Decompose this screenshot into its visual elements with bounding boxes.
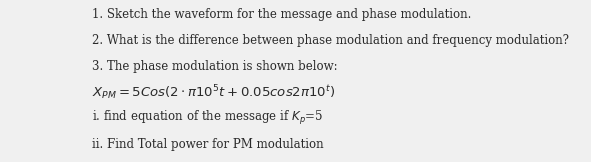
Text: i. find equation of the message if $K_p$=5: i. find equation of the message if $K_p$… — [92, 109, 323, 127]
Text: 2. What is the difference between phase modulation and frequency modulation?: 2. What is the difference between phase … — [92, 34, 569, 47]
Text: $X_{PM} = 5Cos(2 \cdot \pi 10^5 t + 0.05cos2\pi 10^t)$: $X_{PM} = 5Cos(2 \cdot \pi 10^5 t + 0.05… — [92, 83, 335, 102]
Text: 1. Sketch the waveform for the message and phase modulation.: 1. Sketch the waveform for the message a… — [92, 8, 471, 21]
Text: 3. The phase modulation is shown below:: 3. The phase modulation is shown below: — [92, 60, 337, 73]
Text: ii. Find Total power for PM modulation: ii. Find Total power for PM modulation — [92, 138, 323, 151]
